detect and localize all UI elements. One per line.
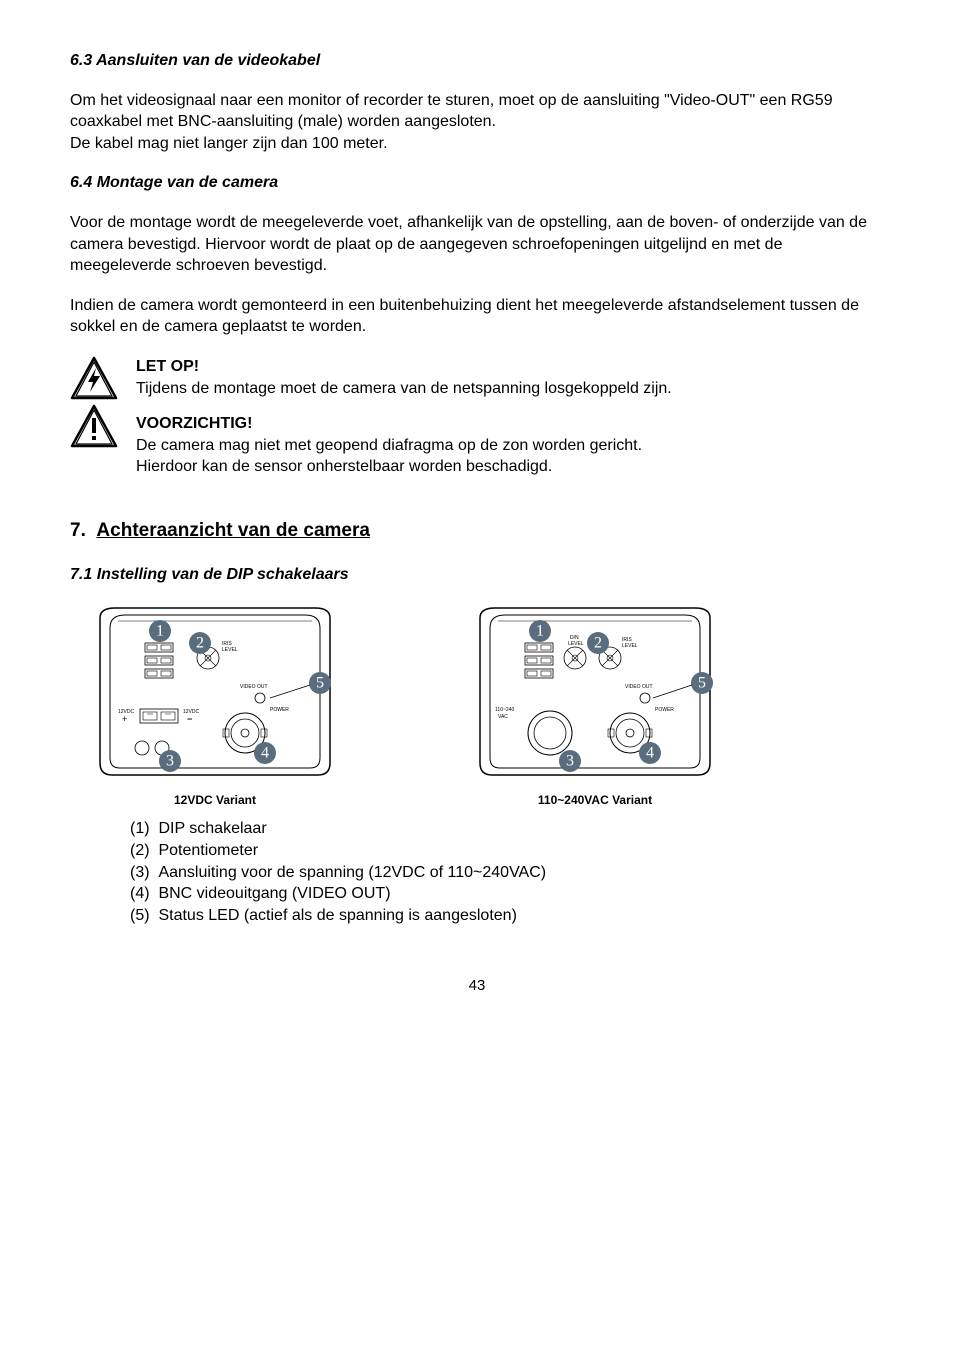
warn1-title: LET OP! (136, 358, 199, 375)
label-iris-level-r: LEVEL (622, 643, 638, 649)
heading-7: 7. Achteraanzicht van de camera (70, 518, 884, 544)
text: De kabel mag niet langer zijn dan 100 me… (70, 135, 388, 152)
callout-3: 3 (166, 753, 174, 770)
legend-item-3: (3) Aansluiting voor de spanning (12VDC … (130, 862, 884, 884)
figure-vac: D/N LEVEL IRIS LEVEL VIDEO OUT POWER 110… (450, 603, 740, 808)
callout-1: 1 (156, 623, 164, 640)
label-level: LEVEL (222, 647, 238, 653)
callout-1r: 1 (536, 623, 544, 640)
callout-2: 2 (196, 635, 204, 652)
caption-vac: 110~240VAC Variant (538, 792, 652, 808)
text: Om het videosignaal naar een monitor of … (70, 92, 833, 131)
warning-block: LET OP! Tijdens de montage moet de camer… (70, 356, 884, 478)
warn1-text: Tijdens de montage moet de camera van de… (136, 380, 672, 397)
para-6-3: Om het videosignaal naar een monitor of … (70, 90, 884, 155)
legend-item-2: (2) Potentiometer (130, 840, 884, 862)
heading-7-text: Achteraanzicht van de camera (96, 520, 370, 541)
callout-2r: 2 (594, 635, 602, 652)
callout-5: 5 (316, 675, 324, 692)
legend-item-1: (1) DIP schakelaar (130, 818, 884, 840)
diagram-12vdc: IRIS LEVEL VIDEO OUT POWER 12VDC + 12VDC… (70, 603, 360, 778)
label-vac2: VAC (498, 714, 508, 720)
legend-item-4: (4) BNC videouitgang (VIDEO OUT) (130, 883, 884, 905)
warning-icons (70, 356, 118, 452)
callout-4r: 4 (646, 745, 654, 762)
exclamation-triangle-icon (70, 404, 118, 448)
label-plus: + (122, 714, 127, 724)
callout-3r: 3 (566, 753, 574, 770)
heading-6-4: 6.4 Montage van de camera (70, 172, 884, 194)
legend-item-5: (5) Status LED (actief als de spanning i… (130, 905, 884, 927)
warn2-text1: De camera mag niet met geopend diafragma… (136, 437, 642, 454)
warning-text: LET OP! Tijdens de montage moet de camer… (136, 356, 672, 478)
heading-6-3: 6.3 Aansluiten van de videokabel (70, 50, 884, 72)
page-number: 43 (70, 976, 884, 996)
heading-7-num: 7. (70, 520, 86, 541)
label-video-out: VIDEO OUT (240, 684, 268, 690)
diagram-vac: D/N LEVEL IRIS LEVEL VIDEO OUT POWER 110… (450, 603, 740, 778)
lightning-triangle-icon (70, 356, 118, 400)
para-6-4-2: Indien de camera wordt gemonteerd in een… (70, 295, 884, 338)
label-power-r: POWER (655, 707, 674, 713)
legend: (1) DIP schakelaar (2) Potentiometer (3)… (130, 818, 884, 926)
figure-12vdc: IRIS LEVEL VIDEO OUT POWER 12VDC + 12VDC… (70, 603, 360, 808)
label-video-out-r: VIDEO OUT (625, 684, 653, 690)
figures-row: IRIS LEVEL VIDEO OUT POWER 12VDC + 12VDC… (70, 603, 884, 808)
callout-5r: 5 (698, 675, 706, 692)
heading-7-1: 7.1 Instelling van de DIP schakelaars (70, 564, 884, 586)
page: 6.3 Aansluiten van de videokabel Om het … (0, 0, 954, 1037)
caption-12vdc: 12VDC Variant (174, 792, 256, 808)
label-power: POWER (270, 707, 289, 713)
callout-4: 4 (261, 745, 269, 762)
label-vac1: 110~240 (495, 707, 514, 713)
warn2-title: VOORZICHTIG! (136, 415, 252, 432)
para-6-4-1: Voor de montage wordt de meegeleverde vo… (70, 212, 884, 277)
warn2-text2: Hierdoor kan de sensor onherstelbaar wor… (136, 458, 552, 475)
label-dn-level: LEVEL (568, 641, 584, 647)
label-minus: − (187, 714, 192, 724)
